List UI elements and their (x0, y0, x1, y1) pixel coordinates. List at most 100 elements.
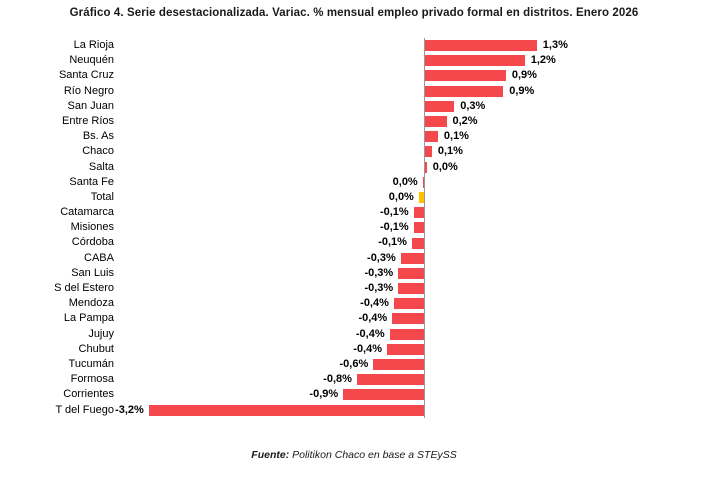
category-label: Chaco (82, 145, 114, 158)
bar-row: Entre Ríos 0,2% (0, 114, 708, 129)
bar (400, 252, 424, 264)
bar-row: Bs. As 0,1% (0, 129, 708, 144)
bar-row: Total 0,0% (0, 190, 708, 205)
value-label: -0,1% (379, 206, 409, 219)
value-label: 0,0% (432, 160, 458, 173)
value-label: -0,8% (323, 373, 352, 386)
bar (425, 85, 504, 97)
value-label: -3,2% (115, 403, 144, 416)
category-label: T del Fuego (55, 403, 114, 416)
bar-row: Chubut -0,4% (0, 342, 708, 357)
bar (425, 116, 447, 128)
bar (389, 328, 424, 340)
bar (425, 146, 432, 158)
bar-rows-container: La Rioja 1,3% Neuquén 1,2% Santa Cruz 0,9% Río… (0, 38, 708, 418)
bar (425, 131, 438, 143)
category-label: Neuquén (69, 54, 114, 67)
bar-row: San Luis -0,3% (0, 266, 708, 281)
category-label: Total (90, 190, 114, 203)
category-label: Tucumán (68, 357, 114, 370)
category-label: Santa Fe (69, 175, 114, 188)
value-label: -0,4% (355, 327, 385, 340)
bar-row: Santa Cruz 0,9% (0, 68, 708, 83)
bar-row: Jujuy -0,4% (0, 327, 708, 342)
value-label: 1,2% (530, 54, 556, 67)
value-label: -0,4% (360, 297, 389, 310)
bar (422, 176, 424, 188)
value-label: 0,9% (509, 84, 535, 97)
category-label: CABA (84, 251, 114, 264)
category-label: San Luis (71, 266, 114, 279)
bar-chart-plot-area: La Rioja 1,3% Neuquén 1,2% Santa Cruz 0,9% Río… (0, 38, 708, 418)
bar (425, 55, 525, 67)
bar (392, 313, 424, 325)
category-label: Entre Ríos (62, 114, 114, 127)
category-label: La Pampa (63, 312, 114, 325)
source-note: Fuente: Politikon Chaco en base a STEySS (0, 449, 708, 461)
bar-highlight (418, 191, 424, 203)
bar (413, 222, 424, 234)
value-label: 0,9% (511, 69, 537, 82)
bar-row: Neuquén 1,2% (0, 53, 708, 68)
bar (425, 70, 506, 82)
chart-title: Gráfico 4. Serie desestacionalizada. Var… (69, 7, 639, 19)
category-label: Salta (88, 160, 114, 173)
value-label: -0,3% (364, 282, 394, 294)
bar-row: San Juan 0,3% (0, 99, 708, 114)
value-label: 1,3% (542, 39, 568, 51)
category-label: Jujuy (88, 327, 114, 340)
bar (398, 267, 424, 279)
category-label: Formosa (70, 373, 114, 386)
category-label: Chubut (78, 342, 114, 355)
category-label: Santa Cruz (58, 69, 114, 82)
bar-row: Córdoba -0,1% (0, 235, 708, 250)
bar-row: Catamarca -0,1% (0, 205, 708, 220)
bar-row: La Pampa -0,4% (0, 311, 708, 326)
category-label: Mendoza (68, 297, 114, 310)
bar-row: Formosa -0,8% (0, 372, 708, 387)
bar-row: Tucumán -0,6% (0, 357, 708, 372)
source-text: Politikon Chaco en base a STEySS (292, 449, 457, 461)
category-label: Catamarca (60, 206, 114, 219)
category-label: Corrientes (63, 388, 114, 401)
bar (393, 298, 424, 310)
bar (373, 359, 424, 371)
bar (411, 237, 424, 249)
category-label: La Rioja (73, 39, 114, 51)
bar (425, 40, 537, 52)
bar-row: Santa Fe 0,0% (0, 175, 708, 190)
value-label: 0,3% (460, 99, 486, 112)
value-label: -0,4% (353, 342, 383, 355)
bar (425, 100, 455, 112)
value-label: 0,1% (437, 145, 463, 158)
value-label: -0,6% (339, 357, 369, 370)
bar (148, 404, 424, 416)
source-text-value: Politikon Chaco en base a STEySS (292, 449, 457, 461)
bar (356, 374, 424, 386)
bar-row: S del Estero -0,3% (0, 281, 708, 296)
bar-row: Mendoza -0,4% (0, 296, 708, 311)
bar (398, 283, 424, 295)
bar (387, 343, 424, 355)
bar-row: CABA -0,3% (0, 251, 708, 266)
bar-row: Misiones -0,1% (0, 220, 708, 235)
category-label: San Juan (67, 99, 114, 112)
zero-axis-line (423, 38, 425, 418)
bar-row: Río Negro 0,9% (0, 84, 708, 99)
category-label: Misiones (70, 221, 114, 234)
bar-row: T del Fuego -3,2% (0, 403, 708, 418)
value-label: 0,0% (392, 175, 418, 188)
value-label: 0,1% (443, 130, 469, 143)
bar (413, 207, 424, 219)
bar-row: Chaco 0,1% (0, 144, 708, 159)
bar-row: La Rioja 1,3% (0, 38, 708, 53)
value-label: -0,3% (364, 266, 394, 279)
value-label: -0,9% (309, 388, 339, 401)
source-label: Fuente: (251, 449, 290, 461)
category-label: S del Estero (54, 282, 114, 294)
category-label: Córdoba (71, 236, 114, 249)
value-label: 0,0% (388, 190, 414, 203)
value-label: -0,1% (379, 221, 409, 234)
bar (425, 161, 427, 173)
bar-row: Corrientes -0,9% (0, 387, 708, 402)
